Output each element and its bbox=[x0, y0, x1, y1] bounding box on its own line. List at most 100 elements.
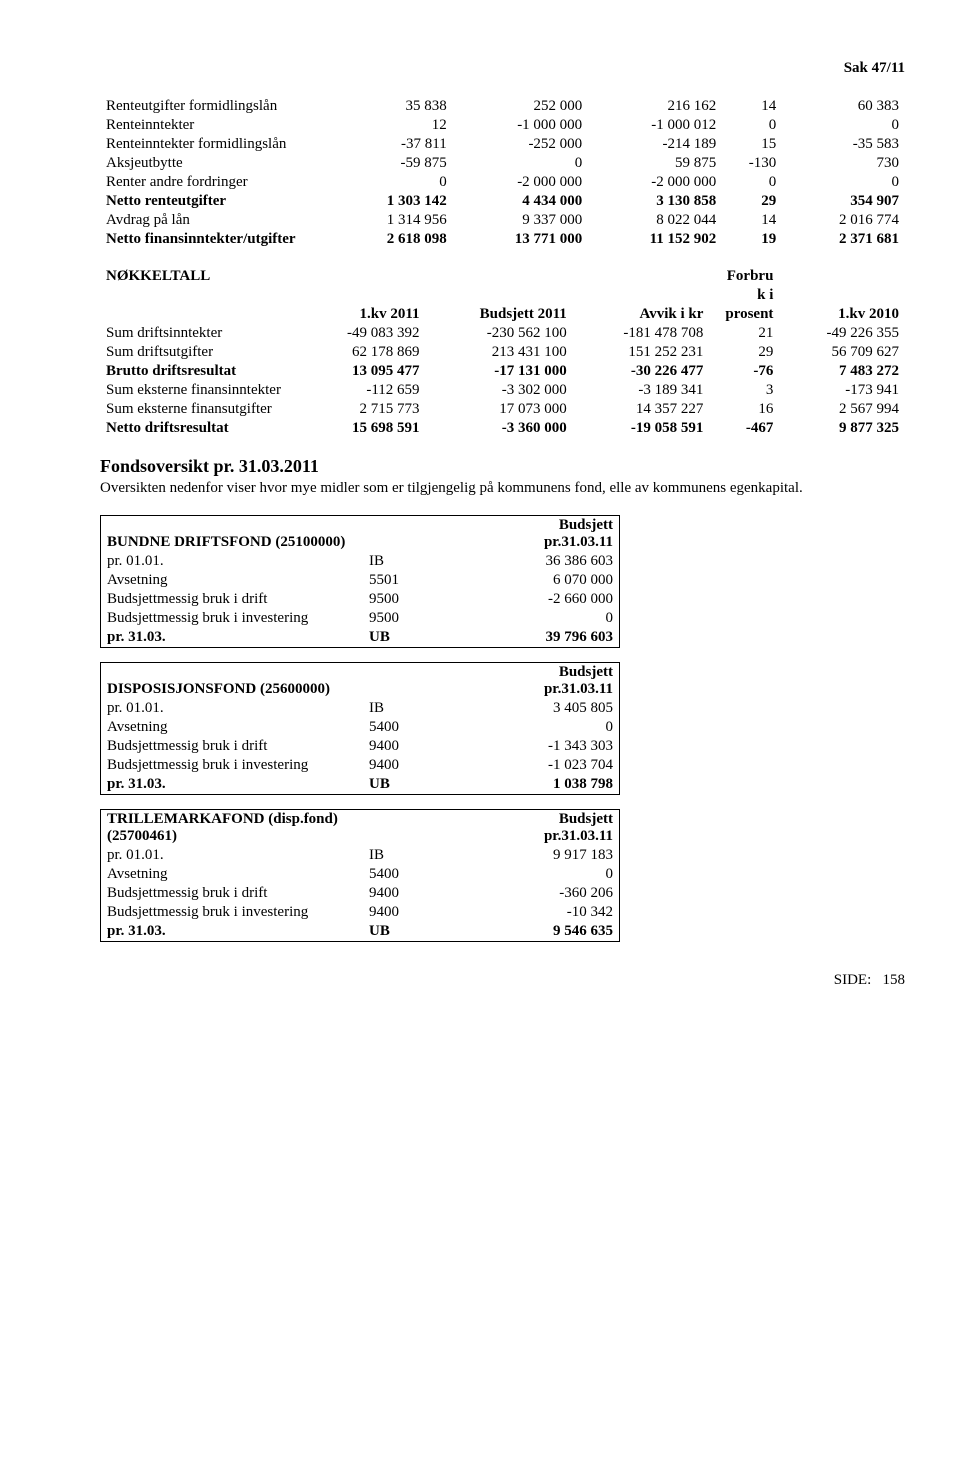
cell: 35 838 bbox=[330, 97, 453, 116]
section-body: Oversikten nedenfor viser hvor mye midle… bbox=[100, 479, 905, 499]
fund-row: pr. 01.01. IB 3 405 805 bbox=[101, 699, 620, 718]
cell: 7 483 272 bbox=[779, 362, 905, 381]
fund-row-code: 9400 bbox=[363, 756, 445, 775]
col-percent-b: k i bbox=[709, 286, 779, 305]
col-percent-a: Forbru bbox=[709, 267, 779, 286]
fund-name: BUNDNE DRIFTSFOND (25100000) bbox=[101, 515, 364, 552]
fund-row-label: Budsjettmessig bruk i investering bbox=[101, 609, 364, 628]
fund-row-code: 9500 bbox=[363, 609, 445, 628]
fund-row-value: -1 343 303 bbox=[445, 737, 620, 756]
fund-name: TRILLEMARKAFOND (disp.fond) (25700461) bbox=[101, 809, 364, 846]
table-row: Netto finansinntekter/utgifter2 618 0981… bbox=[100, 230, 905, 249]
cell: 16 bbox=[709, 400, 779, 419]
cell: -19 058 591 bbox=[573, 419, 710, 438]
cell: -130 bbox=[722, 154, 782, 173]
fund-row-label: Avsetning bbox=[101, 571, 364, 590]
col-budget-2011: Budsjett 2011 bbox=[426, 267, 573, 324]
cell: -49 083 392 bbox=[300, 324, 426, 343]
cell: -37 811 bbox=[330, 135, 453, 154]
fund-row-label: Avsetning bbox=[101, 718, 364, 737]
cell: -1 000 012 bbox=[588, 116, 722, 135]
cell: 354 907 bbox=[782, 192, 905, 211]
case-header: Sak 47/11 bbox=[100, 60, 905, 77]
col-q1-2010: 1.kv 2010 bbox=[779, 267, 905, 324]
fund-row-label: Budsjettmessig bruk i drift bbox=[101, 590, 364, 609]
fund-row: pr. 01.01. IB 9 917 183 bbox=[101, 846, 620, 865]
fund-row-label: Budsjettmessig bruk i drift bbox=[101, 884, 364, 903]
cell: 62 178 869 bbox=[300, 343, 426, 362]
cell: -3 360 000 bbox=[426, 419, 573, 438]
fund-row-code: 5501 bbox=[363, 571, 445, 590]
col-q1-2011: 1.kv 2011 bbox=[300, 267, 426, 324]
fund-row-code: 9400 bbox=[363, 737, 445, 756]
cell: 0 bbox=[722, 116, 782, 135]
fund-table: DISPOSISJONSFOND (25600000) Budsjettpr.3… bbox=[100, 662, 620, 795]
cell: 13 095 477 bbox=[300, 362, 426, 381]
cell: 14 357 227 bbox=[573, 400, 710, 419]
cell: 0 bbox=[453, 154, 588, 173]
cell: 29 bbox=[709, 343, 779, 362]
cell: -173 941 bbox=[779, 381, 905, 400]
fund-row: Avsetning 5501 6 070 000 bbox=[101, 571, 620, 590]
fund-row-code: 5400 bbox=[363, 718, 445, 737]
cell: 60 383 bbox=[782, 97, 905, 116]
fund-header-right: Budsjettpr.31.03.11 bbox=[445, 515, 620, 552]
fund-row-value: 3 405 805 bbox=[445, 699, 620, 718]
cell: 0 bbox=[330, 173, 453, 192]
cell: 216 162 bbox=[588, 97, 722, 116]
fund-row-label: pr. 31.03. bbox=[101, 628, 364, 648]
cell: -112 659 bbox=[300, 381, 426, 400]
cell: 14 bbox=[722, 97, 782, 116]
cell: -252 000 bbox=[453, 135, 588, 154]
fund-row-value: -360 206 bbox=[445, 884, 620, 903]
cell: 56 709 627 bbox=[779, 343, 905, 362]
table-row: Netto renteutgifter1 303 1424 434 0003 1… bbox=[100, 192, 905, 211]
row-label: Renteinntekter bbox=[100, 116, 330, 135]
cell: -214 189 bbox=[588, 135, 722, 154]
fund-row-value: 0 bbox=[445, 718, 620, 737]
cell: -467 bbox=[709, 419, 779, 438]
fund-row-label: Budsjettmessig bruk i drift bbox=[101, 737, 364, 756]
cell: 2 567 994 bbox=[779, 400, 905, 419]
fund-row-code: UB bbox=[363, 628, 445, 648]
fund-row-value: -2 660 000 bbox=[445, 590, 620, 609]
col-percent-c: prosent bbox=[709, 305, 779, 324]
fund-header-right: Budsjettpr.31.03.11 bbox=[445, 809, 620, 846]
fund-row-value: 0 bbox=[445, 865, 620, 884]
fund-row-value: 1 038 798 bbox=[445, 775, 620, 795]
fund-row-code: 5400 bbox=[363, 865, 445, 884]
cell: 17 073 000 bbox=[426, 400, 573, 419]
fund-table: BUNDNE DRIFTSFOND (25100000) Budsjettpr.… bbox=[100, 515, 620, 648]
cell: -76 bbox=[709, 362, 779, 381]
fund-row-label: pr. 01.01. bbox=[101, 552, 364, 571]
cell: 3 130 858 bbox=[588, 192, 722, 211]
table-row: Renter andre fordringer0-2 000 000-2 000… bbox=[100, 173, 905, 192]
fund-row-label: Budsjettmessig bruk i investering bbox=[101, 756, 364, 775]
cell: 8 022 044 bbox=[588, 211, 722, 230]
row-label: Sum driftsutgifter bbox=[100, 343, 300, 362]
cell: 11 152 902 bbox=[588, 230, 722, 249]
fund-row-label: Avsetning bbox=[101, 865, 364, 884]
cell: 730 bbox=[782, 154, 905, 173]
cell: 15 698 591 bbox=[300, 419, 426, 438]
fund-row-label: pr. 01.01. bbox=[101, 699, 364, 718]
footer-label: SIDE: bbox=[834, 972, 872, 988]
fund-row-code: IB bbox=[363, 699, 445, 718]
fund-row-value: 39 796 603 bbox=[445, 628, 620, 648]
footer-page-num: 158 bbox=[883, 972, 906, 988]
row-label: Netto driftsresultat bbox=[100, 419, 300, 438]
cell: 14 bbox=[722, 211, 782, 230]
row-label: Avdrag på lån bbox=[100, 211, 330, 230]
row-label: Netto renteutgifter bbox=[100, 192, 330, 211]
fund-row-label: pr. 01.01. bbox=[101, 846, 364, 865]
fund-row: Budsjettmessig bruk i investering 9400 -… bbox=[101, 903, 620, 922]
row-label: Sum eksterne finansutgifter bbox=[100, 400, 300, 419]
blank bbox=[363, 662, 445, 699]
fund-row: Avsetning 5400 0 bbox=[101, 865, 620, 884]
row-label: Netto finansinntekter/utgifter bbox=[100, 230, 330, 249]
cell: 2 016 774 bbox=[782, 211, 905, 230]
fund-row: pr. 31.03. UB 39 796 603 bbox=[101, 628, 620, 648]
key-figures-table: NØKKELTALL 1.kv 2011 Budsjett 2011 Avvik… bbox=[100, 267, 905, 438]
cell: 9 877 325 bbox=[779, 419, 905, 438]
cell: 3 bbox=[709, 381, 779, 400]
